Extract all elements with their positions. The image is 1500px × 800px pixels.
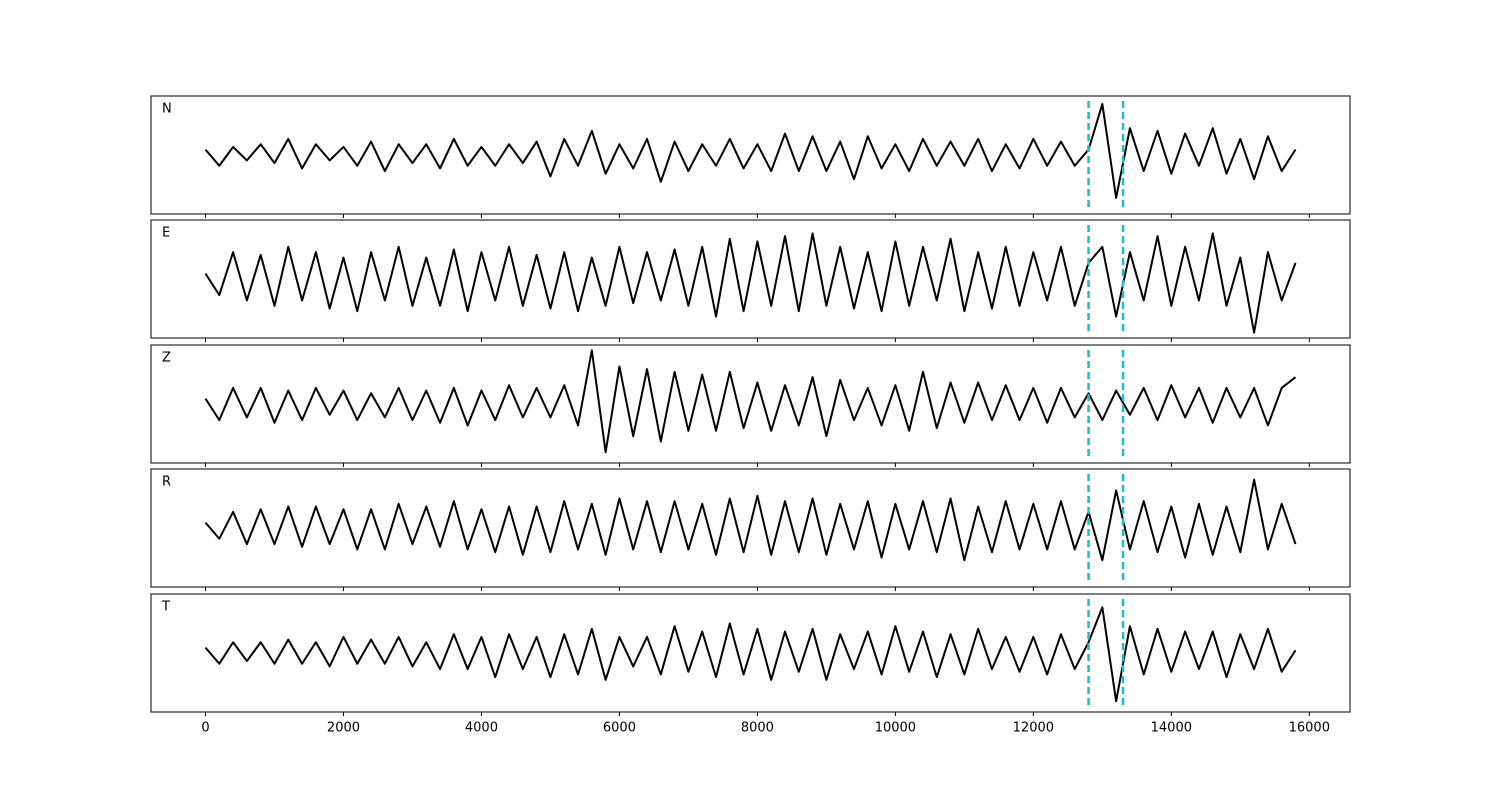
trace (204, 232, 1297, 334)
trace-label: Z (162, 351, 171, 366)
trace (204, 478, 1297, 562)
trace (204, 349, 1297, 454)
panel-frame (150, 95, 1351, 215)
x-tick-label: 16000 (1289, 721, 1330, 736)
x-tick-label: 10000 (875, 721, 916, 736)
trace-label: T (161, 600, 170, 615)
panel-frame (150, 344, 1351, 464)
trace-label: N (162, 102, 172, 117)
x-tick-label: 8000 (741, 721, 774, 736)
x-tick-label: 6000 (603, 721, 636, 736)
panel-frame (150, 219, 1351, 339)
panel-frame (150, 593, 1351, 713)
trace-label: E (162, 226, 170, 241)
x-tick-label: 2000 (327, 721, 360, 736)
x-tick-label: 4000 (465, 721, 498, 736)
trace (204, 103, 1297, 199)
panel-frame (150, 468, 1351, 588)
x-tick-label: 12000 (1013, 721, 1054, 736)
x-tick-label: 14000 (1151, 721, 1192, 736)
x-tick-label: 0 (201, 721, 209, 736)
trace (204, 606, 1297, 703)
trace-label: R (162, 475, 171, 490)
